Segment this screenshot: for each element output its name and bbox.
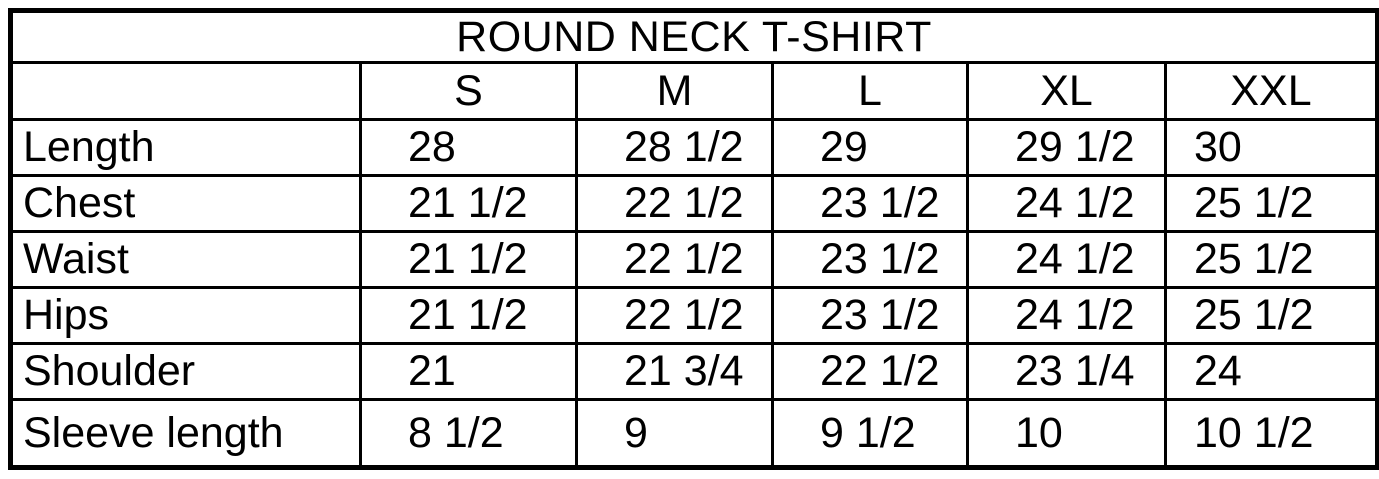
cell-value: 24 [1163,342,1379,401]
cell-value: 28 [359,118,578,177]
cell-value: 29 1/2 [966,118,1167,177]
cell-value: 21 1/2 [359,286,578,345]
table-row-shoulder: Shoulder 21 21 3/4 22 1/2 23 1/4 24 [9,342,1379,401]
cell-value: 21 3/4 [575,342,774,401]
cell-value: 24 1/2 [966,286,1167,345]
cell-value: 22 1/2 [575,230,774,289]
cell-value: 9 [575,398,774,469]
size-header-l: L [771,61,969,121]
cell-value: 28 1/2 [575,118,774,177]
cell-value: 8 1/2 [359,398,578,469]
size-header-row: S M L XL XXL [9,61,1379,121]
cell-value: 22 1/2 [771,342,969,401]
cell-value: 24 1/2 [966,230,1167,289]
cell-value: 21 1/2 [359,174,578,233]
cell-value: 29 [771,118,969,177]
size-chart-table: ROUND NECK T-SHIRT S M L XL XXL Length 2… [8,8,1379,470]
cell-value: 23 1/4 [966,342,1167,401]
cell-value: 21 [359,342,578,401]
cell-value: 25 1/2 [1163,230,1379,289]
row-label: Waist [9,230,362,289]
row-label: Shoulder [9,342,362,401]
table-row-length: Length 28 28 1/2 29 29 1/2 30 [9,118,1379,177]
cell-value: 25 1/2 [1163,174,1379,233]
size-header-m: M [575,61,774,121]
cell-value: 23 1/2 [771,230,969,289]
size-header-xl: XL [966,61,1167,121]
row-label: Chest [9,174,362,233]
row-label: Hips [9,286,362,345]
table-row-waist: Waist 21 1/2 22 1/2 23 1/2 24 1/2 25 1/2 [9,230,1379,289]
corner-cell [9,61,362,121]
cell-value: 10 [966,398,1167,469]
cell-value: 30 [1163,118,1379,177]
row-label: Sleeve length [9,398,362,469]
size-header-xxl: XXL [1163,61,1379,121]
table-row-chest: Chest 21 1/2 22 1/2 23 1/2 24 1/2 25 1/2 [9,174,1379,233]
cell-value: 23 1/2 [771,174,969,233]
row-label: Length [9,118,362,177]
cell-value: 10 1/2 [1163,398,1379,469]
cell-value: 25 1/2 [1163,286,1379,345]
table-title: ROUND NECK T-SHIRT [8,9,1379,64]
cell-value: 9 1/2 [771,398,969,469]
cell-value: 22 1/2 [575,286,774,345]
table-row-sleeve-length: Sleeve length 8 1/2 9 9 1/2 10 10 1/2 [9,398,1379,469]
size-header-s: S [359,61,578,121]
cell-value: 22 1/2 [575,174,774,233]
cell-value: 21 1/2 [359,230,578,289]
table-title-row: ROUND NECK T-SHIRT [8,9,1379,64]
cell-value: 24 1/2 [966,174,1167,233]
table-row-hips: Hips 21 1/2 22 1/2 23 1/2 24 1/2 25 1/2 [9,286,1379,345]
cell-value: 23 1/2 [771,286,969,345]
